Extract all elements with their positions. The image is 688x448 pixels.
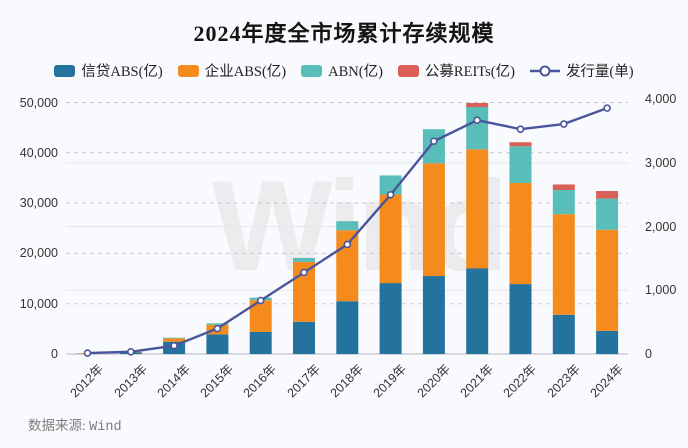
bar-segment [466, 149, 489, 269]
bar-segment [466, 103, 489, 108]
bar-segment [163, 337, 186, 339]
bar-segment [206, 334, 229, 354]
chart-title: 2024年度全市场累计存续规模 [193, 21, 495, 46]
bar-segment [509, 182, 532, 285]
y-axis-label-right: 1,000 [645, 283, 677, 298]
legend-swatch-icon [54, 64, 76, 77]
y-axis-label-left: 30,000 [19, 196, 58, 211]
legend-item[interactable]: ABN(亿) [301, 60, 383, 81]
bar-segment [379, 194, 402, 284]
bar-segment [509, 284, 532, 354]
issuance-point [83, 349, 92, 357]
legend-label: ABN(亿) [328, 64, 383, 80]
bar-segment [422, 276, 445, 354]
legend-swatch-icon [177, 64, 199, 77]
issuance-point [300, 268, 308, 277]
issuance-point [386, 190, 395, 199]
issuance-point [516, 125, 525, 133]
legend-swatch-icon [397, 64, 419, 77]
bar-segment [249, 331, 272, 354]
bar-segment [336, 221, 359, 231]
legend-item[interactable]: 发行量(单) [529, 60, 634, 81]
bar-segment [336, 301, 359, 354]
y-axis-label-left: 50,000 [19, 95, 58, 110]
legend-label: 发行量(单) [565, 64, 634, 80]
legend-item[interactable]: 企业ABS(亿) [177, 60, 287, 81]
issuance-point [256, 296, 265, 305]
bar-segment [509, 142, 532, 147]
bar-segment [596, 330, 619, 354]
issuance-point [559, 120, 568, 128]
legend-line-marker-icon [529, 65, 560, 76]
legend: 信贷ABS(亿) 企业ABS(亿) ABN(亿) 公募REITs(亿) 发行量(单) [0, 60, 688, 81]
legend-item[interactable]: 公募REITs(亿) [397, 60, 515, 81]
issuance-point [343, 240, 352, 249]
data-source: 数据来源: Wind [28, 414, 122, 435]
issuance-point [473, 116, 482, 125]
y-axis-label-left: 10,000 [19, 296, 58, 311]
bar-segment [379, 283, 402, 354]
legend-item[interactable]: 信贷ABS(亿) [54, 60, 163, 81]
bar-segment [509, 146, 532, 183]
legend-label: 公募REITs(亿) [424, 64, 515, 80]
bar-segment [293, 257, 315, 262]
y-axis-label-left: 20,000 [19, 246, 58, 261]
legend-label: 企业ABS(亿) [204, 64, 287, 80]
y-axis-label-right: 3,000 [645, 155, 677, 170]
y-axis-label-left: 0 [51, 347, 58, 361]
bar-segment [422, 163, 445, 277]
legend-swatch-icon [301, 64, 323, 77]
bar-segment [422, 129, 445, 164]
bar-segment [206, 323, 229, 325]
bar-segment [552, 214, 575, 315]
bar-segment [596, 198, 619, 230]
legend-label: 信贷ABS(亿) [81, 64, 163, 80]
bar-segment [552, 190, 575, 215]
bar-segment [249, 300, 272, 332]
issuance-point [603, 104, 611, 112]
data-source-value: Wind [89, 420, 122, 435]
bar-segment [552, 184, 575, 191]
issuance-point [127, 347, 135, 356]
issuance-point [213, 324, 222, 333]
y-axis-label-left: 40,000 [19, 145, 58, 160]
bar-segment [596, 191, 619, 199]
bar-segment [596, 229, 619, 331]
y-axis-label-right: 2,000 [645, 219, 677, 234]
data-source-label: 数据来源: [28, 418, 86, 433]
bar-segment [466, 268, 489, 354]
bar-segment [552, 314, 575, 354]
y-axis-label-right: 4,000 [645, 92, 677, 107]
bar-segment [163, 338, 186, 342]
issuance-point [170, 341, 178, 350]
issuance-point [430, 137, 438, 146]
bar-segment [293, 321, 315, 354]
bar-segment [466, 107, 489, 150]
y-axis-label-right: 0 [645, 347, 652, 361]
